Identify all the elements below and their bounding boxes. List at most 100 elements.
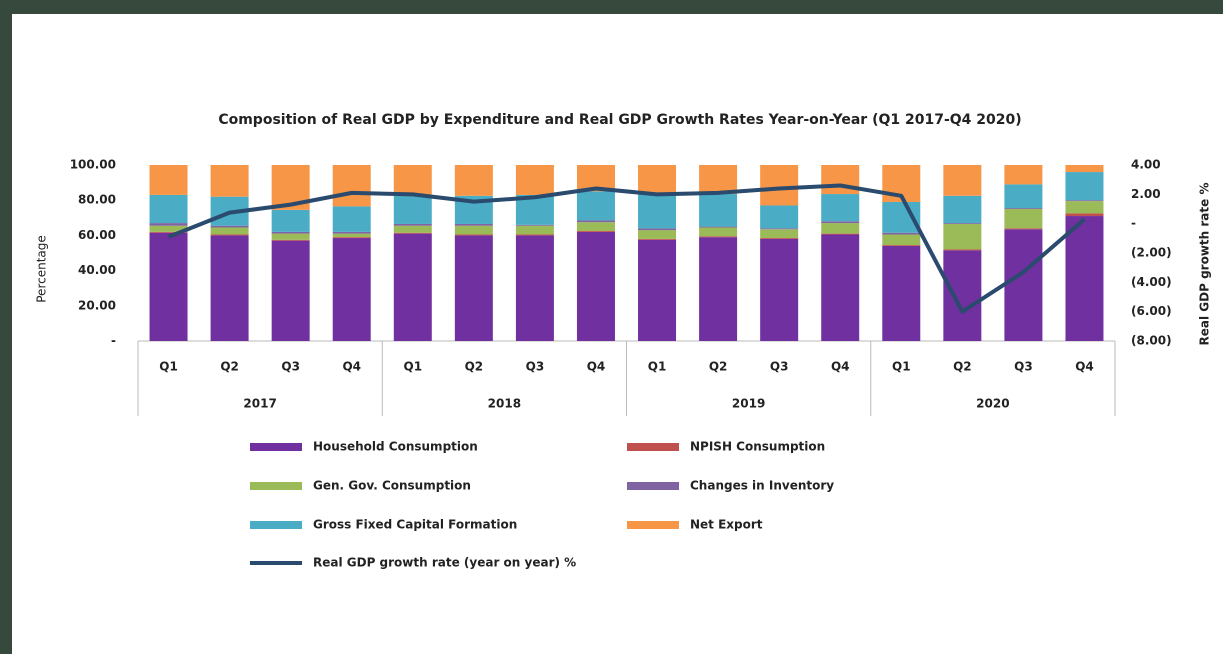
bar-segment [210,235,249,341]
bar-segment [1004,165,1043,185]
bar-segment [271,240,310,341]
x-tick-label: Q1 [404,360,423,374]
bar-segment [638,239,677,341]
y2-tick-label: (2.00) [1131,246,1172,260]
legend-swatch [250,521,302,529]
bar-segment [576,231,615,232]
bar-segment [393,232,432,234]
bar-segment [149,232,188,341]
y-tick-label: - [111,334,116,348]
bar-segment [943,249,982,251]
bar-segment [576,220,615,223]
bar-segment [699,227,738,237]
bar-segment [393,165,432,196]
bar-segment [760,205,799,229]
group-label: 2017 [243,397,276,411]
bar-segment [271,233,310,240]
y2-tick-label: (6.00) [1131,304,1172,318]
line-series [167,183,1086,314]
bar-segment [454,225,493,235]
bar-segment [149,231,188,233]
y2-tick-label: 2.00 [1131,187,1161,201]
bar-segment [1004,209,1043,229]
bar-segment [576,222,615,231]
x-tick-label: Q2 [709,360,728,374]
bar-segment [149,223,188,226]
bar-segment [638,228,677,231]
legend-label: NPISH Consumption [690,440,825,454]
bar-segment [821,234,860,341]
bar-segment [393,225,432,233]
legend-swatch [627,443,679,451]
y2-axis-label: Real GDP growth rate % [1198,183,1212,346]
legend-label: Changes in Inventory [690,479,834,493]
bar-segment [393,223,432,226]
bar-segment [821,223,860,234]
bar-segment [332,233,371,238]
y-axis-label: Percentage [35,235,49,303]
bar-segment [943,250,982,341]
legend-label: Gross Fixed Capital Formation [313,518,517,532]
bar-segment [1004,208,1043,209]
x-tick-label: Q4 [587,360,606,374]
bar-segment [271,209,310,232]
legend-swatch [627,482,679,490]
bar-segment [943,195,982,224]
bar-segment [393,195,432,224]
bar-segment [149,165,188,195]
bar-segment [515,235,554,341]
chart: Composition of Real GDP by Expenditure a… [35,112,1212,570]
bar-segment [393,233,432,341]
bar-segment [1065,216,1104,341]
bar-segment [1065,172,1104,201]
group-label: 2020 [976,397,1009,411]
bar-segment [821,194,860,222]
bar-segment [332,231,371,234]
x-tick-label: Q3 [770,360,789,374]
bar-segment [515,225,554,235]
bar-segment [760,228,799,230]
y-tick-label: 100.00 [70,158,116,172]
bar-segment [332,165,371,207]
y2-tick-label: (8.00) [1131,334,1172,348]
legend-label: Net Export [690,518,763,532]
y2-tick-label: - [1131,216,1136,230]
legend-swatch [250,443,302,451]
bar-segment [760,238,799,239]
bar-segment [638,165,677,195]
bar-segment [943,165,982,196]
bar-segment [515,234,554,236]
bar-segment [454,235,493,341]
bar-segment [332,237,371,239]
bar-segment [699,165,738,195]
x-tick-label: Q2 [465,360,484,374]
x-tick-label: Q1 [892,360,911,374]
x-tick-label: Q1 [648,360,667,374]
bar-segment [1004,229,1043,341]
x-tick-label: Q3 [526,360,545,374]
bar-segment [699,237,738,341]
bar-segment [1065,213,1104,217]
bar-segment [332,238,371,341]
bar-segment [271,239,310,241]
bar-segment [454,234,493,236]
bar-segment [210,234,249,236]
bar-segment [576,191,615,221]
bar-segment [149,225,188,232]
bar-segment [1065,200,1104,202]
x-tick-label: Q2 [220,360,239,374]
bar-segment [332,206,371,232]
bar-segment [699,194,738,227]
bar-segment [515,165,554,195]
legend-swatch [250,482,302,490]
bar-segment [699,226,738,228]
y-tick-label: 60.00 [78,228,116,242]
x-tick-label: Q3 [281,360,300,374]
bar-segment [821,221,860,224]
x-tick-label: Q2 [953,360,972,374]
bar-segment [943,223,982,250]
y-tick-label: 80.00 [78,193,116,207]
group-label: 2018 [488,397,521,411]
x-tick-label: Q4 [831,360,850,374]
y-tick-label: 40.00 [78,263,116,277]
